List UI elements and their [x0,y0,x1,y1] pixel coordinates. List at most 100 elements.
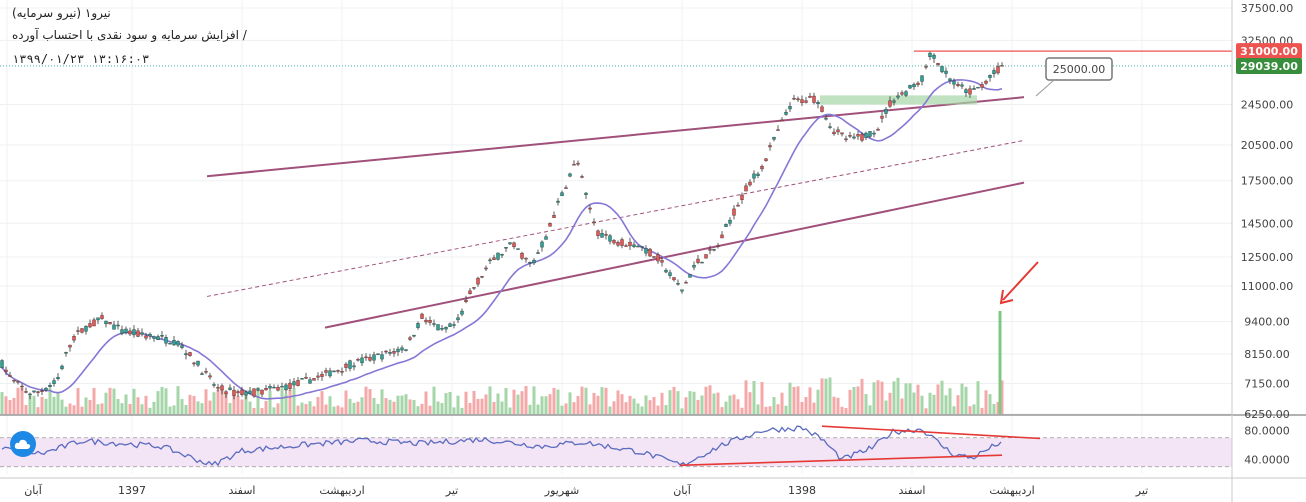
candle-body [784,111,788,115]
price-axis[interactable]: 37500.0032500.0024500.0020500.0017500.00… [1231,0,1302,502]
candle-body [136,330,140,337]
candle-body [600,233,604,238]
candle-body [160,335,164,337]
volume-bar [504,387,508,414]
volume-bar [220,386,224,414]
cloud-icon[interactable] [10,431,36,457]
volume-bar [664,405,668,414]
candle-body [560,192,564,197]
candle-body [828,126,832,128]
candle-body [840,132,844,135]
volume-bar [28,395,32,414]
volume-bar [932,394,936,414]
volume-bar [964,386,968,414]
volume-bar [256,387,260,414]
candle-body [616,242,620,246]
candle-body [84,326,88,332]
candle-body [244,391,248,396]
candle-body [292,381,296,386]
volume-bar [764,406,768,414]
candle-body [360,357,364,364]
candle-body [228,387,232,390]
candle-body [336,370,340,372]
annotations: 25000.00 [0,50,1232,305]
candle-body [104,320,108,325]
volume-bar [380,389,384,414]
volume-bar [656,405,660,414]
candle-body [356,359,360,361]
candle-body [208,375,212,378]
volume-bar [328,396,332,414]
support-zone-rect[interactable] [820,95,977,105]
candle-body [916,82,920,85]
candle-body [520,252,524,259]
candle-body [100,315,104,319]
candle-body [756,173,760,176]
candle-body [456,317,460,321]
callout-box[interactable] [1045,57,1113,81]
candle-body [572,163,576,166]
volume-bar [428,405,432,414]
price-tick-label: 8150.00 [1244,348,1290,361]
volume-bar [1000,380,1004,414]
volume-bar [680,408,684,414]
volume-bar [20,388,24,414]
volume-bar [448,391,452,414]
volume-bar [476,398,480,414]
volume-bar [572,402,576,414]
volume-bar [988,394,992,414]
rsi-trend-lower[interactable] [679,454,1003,467]
volume-bar [584,387,588,414]
candle-body [780,119,784,122]
candle-body [868,131,872,137]
candle-body [556,200,560,203]
price-tick-label: 11000.00 [1241,280,1294,293]
candle-body [484,267,488,270]
candle-body [776,129,780,131]
rsi-line [1,425,1002,467]
candle-body [112,324,116,330]
candle-body [324,370,328,373]
channel-upper-line[interactable] [206,96,1025,178]
time-axis[interactable]: آبان 1397 اسفند اردیبهشت تیر شهریور آبان 1398 اس… [0,477,1306,497]
volume-bar [856,386,860,414]
volume-bar [560,405,564,414]
volume-bar [100,403,104,414]
volume-bar [980,407,984,414]
candle-body [416,323,420,328]
volume-bar [196,401,200,414]
candle-body [268,386,272,389]
candle-body [580,176,584,178]
channel-mid-line[interactable] [206,139,1025,297]
volume-bar [384,398,388,414]
candle-body [628,241,632,247]
volume-bar [64,406,68,414]
volume-bar [152,401,156,414]
volume-bar [540,396,544,414]
price-tick-label: 7150.00 [1244,378,1290,391]
volume-bar [112,388,116,414]
candle-body [248,390,252,394]
volume-bar [364,386,368,414]
volume-bar [404,394,408,414]
candle-body [892,100,896,103]
volume-bar [704,386,708,414]
candle-body [568,173,572,177]
candle-body [8,375,12,377]
candle-body [724,224,728,227]
candle-body [904,91,908,96]
volume-spike [998,311,1002,414]
candle-body [700,261,704,264]
volume-bar [348,398,352,414]
channel-lower-line[interactable] [324,181,1025,329]
candle-body [588,207,592,210]
rsi-trend-upper[interactable] [821,425,1041,440]
candle-body [964,89,968,93]
support-zone [820,95,977,105]
volume-bar [308,401,312,414]
candle-body [480,276,484,278]
volume-bar [744,380,748,414]
volume-bar [76,388,80,414]
candle-body [532,259,536,264]
